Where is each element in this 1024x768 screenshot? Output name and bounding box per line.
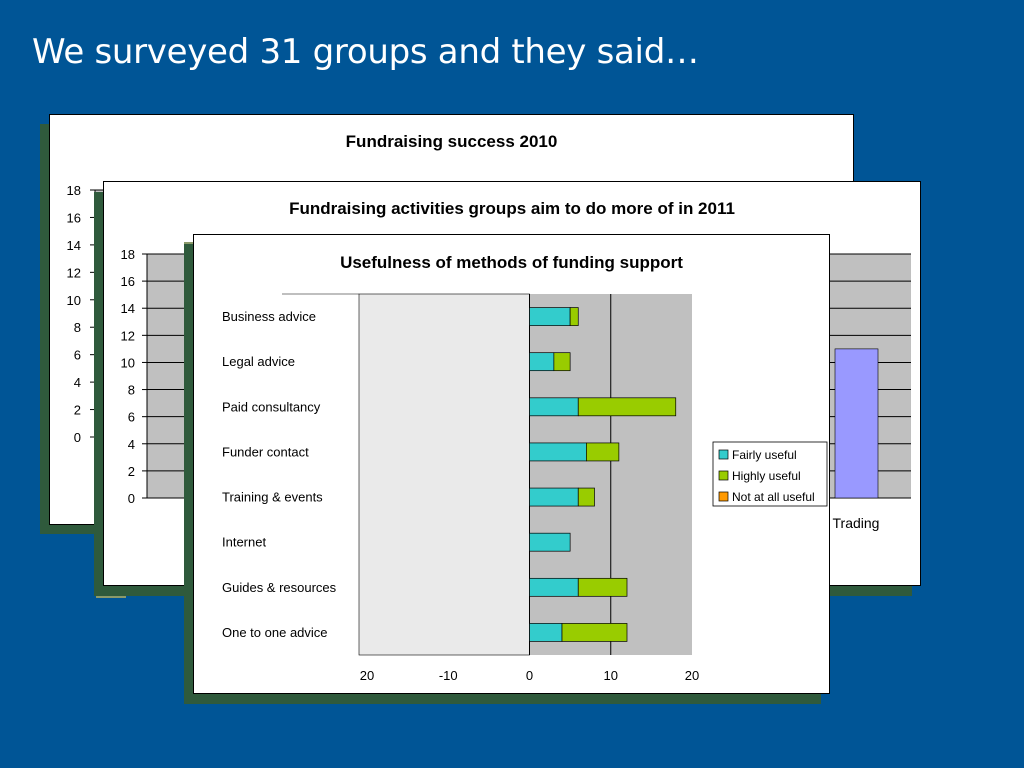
chart3-bar: [529, 397, 579, 417]
chart1-ytick-label: 10: [67, 293, 81, 308]
chart3-category-label: Guides & resources: [222, 580, 337, 595]
chart3-category-label: Funder contact: [222, 444, 309, 459]
chart3-legend-swatch: [718, 470, 729, 481]
chart2-ytick-label: 12: [121, 328, 135, 343]
chart3-category-label: Internet: [222, 535, 266, 550]
chart1-ytick-label: 0: [74, 430, 81, 445]
chart1-title: Fundraising success 2010: [345, 132, 558, 151]
chart2-ytick-label: 10: [121, 355, 135, 370]
chart3-xtick-label: 20: [360, 668, 374, 683]
chart1-ytick-label: 4: [74, 375, 81, 390]
chart3-bar: [529, 577, 579, 597]
chart1-ytick-label: 18: [67, 183, 81, 198]
chart3-legend-label: Highly useful: [732, 469, 801, 483]
chart3-bar: [529, 532, 571, 552]
chart3-bar: [529, 442, 587, 462]
slide-title: We surveyed 31 groups and they said…: [32, 32, 699, 72]
chart2-ytick-label: 16: [121, 274, 135, 289]
chart3-legend-swatch: [718, 449, 729, 460]
chart1-ytick-label: 2: [74, 403, 81, 418]
chart3-label-area: [358, 293, 530, 656]
chart1-ytick-label: 14: [67, 238, 81, 253]
chart2-ytick-label: 2: [128, 464, 135, 479]
chart3-bar: [569, 307, 579, 326]
chart3-legend-label: Fairly useful: [732, 448, 797, 462]
chart3-category-label: Business advice: [222, 309, 316, 324]
chart3-legend-swatch: [718, 491, 729, 502]
chart2-ytick-label: 4: [128, 437, 135, 452]
chart1-ytick-label: 16: [67, 210, 81, 225]
chart2-title: Fundraising activities groups aim to do …: [289, 199, 735, 218]
chart3-panel: Usefulness of methods of funding support…: [193, 234, 830, 694]
chart3-category-label: Legal advice: [222, 354, 295, 369]
chart3-category-label: One to one advice: [222, 625, 328, 640]
chart3-bar: [561, 623, 628, 642]
chart3-xtick-label: 0: [526, 668, 533, 683]
chart2-bar: [834, 348, 879, 499]
chart2-ytick-label: 6: [128, 410, 135, 425]
chart3-xtick-label: 10: [604, 668, 618, 683]
chart3-legend: [712, 441, 828, 507]
chart2-xtick-label: Trading: [833, 515, 880, 531]
chart3-bar: [586, 442, 620, 462]
chart3-legend-label: Not at all useful: [732, 490, 815, 504]
chart3-bar: [529, 307, 571, 326]
chart3-xtick-label: -10: [439, 668, 458, 683]
chart3-bar: [577, 577, 628, 597]
chart3-bar: [553, 352, 571, 372]
chart2-ytick-label: 8: [128, 383, 135, 398]
chart3-bar: [529, 623, 563, 642]
chart3-category-label: Paid consultancy: [222, 399, 321, 414]
chart1-ytick-label: 8: [74, 320, 81, 335]
chart3-title: Usefulness of methods of funding support: [340, 253, 683, 272]
chart2-ytick-label: 0: [128, 491, 135, 506]
chart3-xtick-label: 20: [685, 668, 699, 683]
chart1-ytick-label: 6: [74, 348, 81, 363]
chart2-ytick-label: 18: [121, 247, 135, 262]
chart2-ytick-label: 14: [121, 301, 135, 316]
chart3-bar: [529, 487, 579, 507]
chart3-bar: [577, 397, 677, 417]
chart3-bar: [577, 487, 595, 507]
chart1-ytick-label: 12: [67, 265, 81, 280]
chart3-category-label: Training & events: [222, 490, 323, 505]
chart3-plot: 20 -10 0 10 20 Business advice Legal advice Pai…: [222, 293, 828, 683]
chart3-bar: [529, 352, 555, 372]
